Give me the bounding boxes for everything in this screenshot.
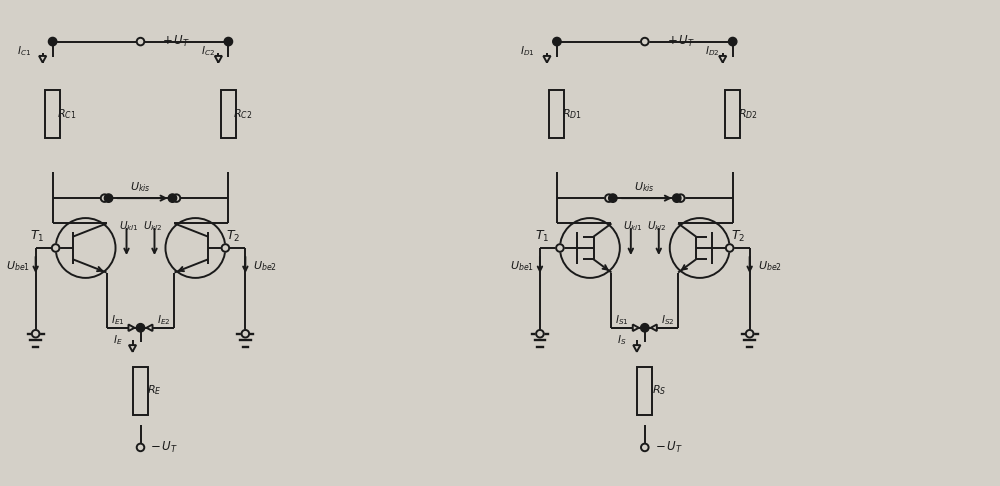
Text: $U_{kis}$: $U_{kis}$ [130,180,151,194]
Bar [45,90,60,139]
Text: $I_{S1}$: $I_{S1}$ [615,313,629,327]
Circle shape [728,37,737,46]
Text: $R_E$: $R_E$ [147,383,162,398]
Circle shape [48,37,57,46]
Bar [221,90,236,139]
Polygon shape [633,325,639,331]
Text: $T_2$: $T_2$ [731,228,745,243]
Polygon shape [651,325,657,331]
Text: $U_{be2}$: $U_{be2}$ [758,259,782,273]
Circle shape [677,194,685,202]
Text: $I_{D2}$: $I_{D2}$ [705,45,720,58]
Text: $U_{kl1}$: $U_{kl1}$ [119,219,138,233]
Text: $U_{ki2}$: $U_{ki2}$ [647,219,667,233]
Text: $-\,U_T$: $-\,U_T$ [150,440,178,455]
Circle shape [137,38,144,45]
Bar [549,90,564,139]
Text: $I_S$: $I_S$ [617,333,627,347]
Circle shape [726,244,733,252]
Circle shape [136,324,145,332]
Circle shape [168,194,177,202]
Polygon shape [215,56,222,63]
Text: $I_{C2}$: $I_{C2}$ [201,45,215,58]
Text: $I_{C1}$: $I_{C1}$ [17,45,31,58]
Circle shape [641,324,649,332]
Polygon shape [719,56,726,63]
Polygon shape [128,325,135,331]
Bar [637,366,652,415]
Text: $T_1$: $T_1$ [535,228,549,243]
Polygon shape [146,325,153,331]
Text: $-\,U_T$: $-\,U_T$ [655,440,683,455]
Text: $R_{C2}$: $R_{C2}$ [233,107,252,122]
Text: $I_E$: $I_E$ [113,333,123,347]
Circle shape [641,38,649,45]
Circle shape [242,330,249,338]
Circle shape [556,244,564,252]
Circle shape [553,37,561,46]
Circle shape [52,244,59,252]
Circle shape [222,244,229,252]
Polygon shape [543,56,551,63]
Text: $R_{D2}$: $R_{D2}$ [738,107,758,122]
Circle shape [32,330,39,338]
Circle shape [536,330,544,338]
Text: $T_2$: $T_2$ [226,228,240,243]
Bar [725,90,740,139]
Text: $I_{D1}$: $I_{D1}$ [520,45,535,58]
Polygon shape [129,345,136,352]
Text: $U_{be1}$: $U_{be1}$ [510,259,534,273]
Circle shape [224,37,233,46]
Text: $T_1$: $T_1$ [30,228,45,243]
Text: $I_{E2}$: $I_{E2}$ [157,313,170,327]
Text: $I_{S2}$: $I_{S2}$ [661,313,674,327]
Text: $U_{kis}$: $U_{kis}$ [634,180,655,194]
Circle shape [609,194,617,202]
Circle shape [605,194,613,202]
Polygon shape [633,345,640,352]
Circle shape [641,444,649,451]
Text: $U_{be2}$: $U_{be2}$ [253,259,277,273]
Circle shape [101,194,108,202]
Text: $R_{D1}$: $R_{D1}$ [562,107,582,122]
Polygon shape [39,56,46,63]
Circle shape [104,194,113,202]
Text: $U_{ki1}$: $U_{ki1}$ [623,219,643,233]
Circle shape [673,194,681,202]
Circle shape [746,330,753,338]
Text: $U_{be1}$: $U_{be1}$ [6,259,30,273]
Circle shape [137,444,144,451]
Bar [133,366,148,415]
Text: $U_{kl2}$: $U_{kl2}$ [143,219,162,233]
Text: $R_S$: $R_S$ [652,383,666,398]
Text: $R_{C1}$: $R_{C1}$ [57,107,76,122]
Text: $+\,U_T$: $+\,U_T$ [162,34,190,49]
Circle shape [173,194,180,202]
Text: $I_{E1}$: $I_{E1}$ [111,313,124,327]
Text: $+\,U_T$: $+\,U_T$ [667,34,695,49]
